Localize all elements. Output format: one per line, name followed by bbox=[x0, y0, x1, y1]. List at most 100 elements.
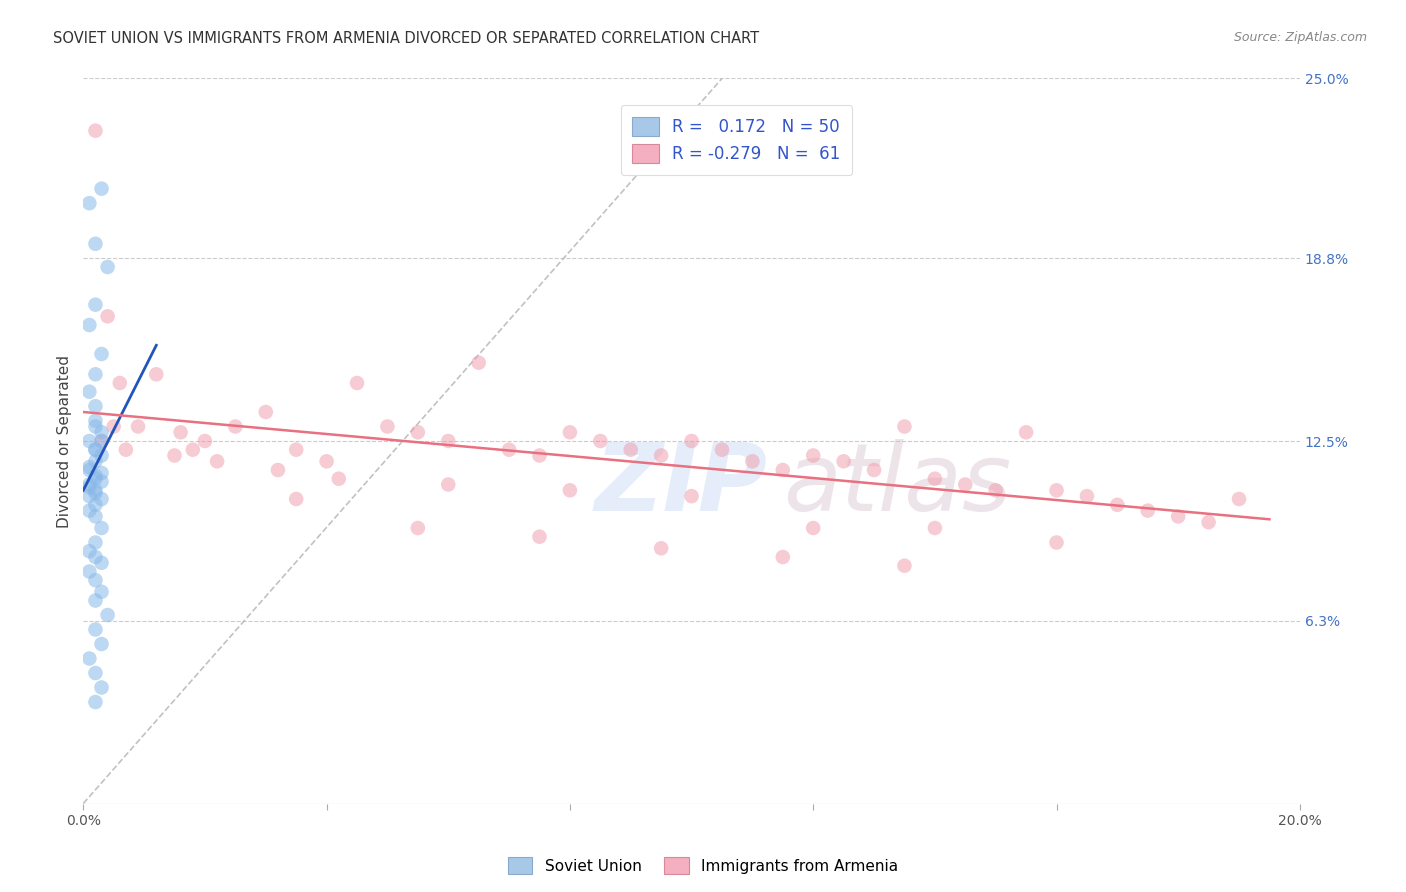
Point bbox=[741, 454, 763, 468]
Point bbox=[315, 454, 337, 468]
Point bbox=[79, 480, 101, 494]
Point bbox=[90, 681, 112, 695]
Point bbox=[90, 521, 112, 535]
Point bbox=[90, 434, 112, 448]
Point bbox=[90, 637, 112, 651]
Point bbox=[84, 623, 107, 637]
Point bbox=[893, 419, 915, 434]
Point bbox=[558, 483, 581, 498]
Point bbox=[84, 695, 107, 709]
Point bbox=[437, 477, 460, 491]
Point bbox=[115, 442, 138, 457]
Point bbox=[285, 491, 308, 506]
Y-axis label: Divorced or Separated: Divorced or Separated bbox=[58, 354, 72, 527]
Point bbox=[90, 182, 112, 196]
Point bbox=[406, 521, 429, 535]
Text: SOVIET UNION VS IMMIGRANTS FROM ARMENIA DIVORCED OR SEPARATED CORRELATION CHART: SOVIET UNION VS IMMIGRANTS FROM ARMENIA … bbox=[53, 31, 759, 46]
Point bbox=[984, 483, 1007, 498]
Point bbox=[224, 419, 246, 434]
Point bbox=[84, 414, 107, 428]
Point bbox=[84, 483, 107, 498]
Point bbox=[681, 489, 703, 503]
Point bbox=[377, 419, 399, 434]
Point bbox=[1136, 503, 1159, 517]
Point bbox=[97, 607, 120, 622]
Point bbox=[924, 521, 946, 535]
Point bbox=[437, 434, 460, 448]
Point bbox=[267, 463, 290, 477]
Point bbox=[1045, 535, 1067, 549]
Point bbox=[710, 442, 733, 457]
Point bbox=[84, 419, 107, 434]
Point bbox=[84, 593, 107, 607]
Point bbox=[194, 434, 217, 448]
Point bbox=[681, 434, 703, 448]
Point bbox=[84, 236, 107, 251]
Point bbox=[79, 434, 101, 448]
Point bbox=[285, 442, 308, 457]
Point bbox=[163, 449, 186, 463]
Text: atlas: atlas bbox=[783, 439, 1011, 530]
Point bbox=[127, 419, 149, 434]
Point bbox=[801, 449, 824, 463]
Point bbox=[84, 666, 107, 681]
Point bbox=[108, 376, 131, 390]
Point bbox=[558, 425, 581, 440]
Point bbox=[79, 544, 101, 558]
Point bbox=[79, 477, 101, 491]
Point bbox=[84, 454, 107, 468]
Point bbox=[79, 503, 101, 517]
Point bbox=[90, 466, 112, 480]
Point bbox=[254, 405, 277, 419]
Point bbox=[529, 449, 551, 463]
Point bbox=[650, 541, 672, 556]
Point bbox=[84, 535, 107, 549]
Point bbox=[650, 449, 672, 463]
Point bbox=[84, 509, 107, 524]
Legend: Soviet Union, Immigrants from Armenia: Soviet Union, Immigrants from Armenia bbox=[502, 851, 904, 880]
Point bbox=[90, 347, 112, 361]
Point bbox=[893, 558, 915, 573]
Point bbox=[169, 425, 191, 440]
Point bbox=[924, 472, 946, 486]
Point bbox=[97, 310, 120, 324]
Point bbox=[84, 498, 107, 512]
Point bbox=[1167, 509, 1189, 524]
Text: ZIP: ZIP bbox=[595, 439, 768, 531]
Point bbox=[103, 419, 125, 434]
Point bbox=[1045, 483, 1067, 498]
Point bbox=[1227, 491, 1250, 506]
Point bbox=[90, 449, 112, 463]
Point bbox=[84, 442, 107, 457]
Point bbox=[90, 475, 112, 489]
Point bbox=[772, 463, 794, 477]
Point bbox=[79, 196, 101, 211]
Point bbox=[145, 368, 167, 382]
Point bbox=[406, 425, 429, 440]
Point bbox=[181, 442, 204, 457]
Point bbox=[620, 442, 643, 457]
Point bbox=[84, 573, 107, 587]
Point bbox=[90, 434, 112, 448]
Point bbox=[955, 477, 977, 491]
Point bbox=[90, 491, 112, 506]
Point bbox=[79, 384, 101, 399]
Point bbox=[832, 454, 855, 468]
Text: Source: ZipAtlas.com: Source: ZipAtlas.com bbox=[1233, 31, 1367, 45]
Point bbox=[79, 565, 101, 579]
Point bbox=[346, 376, 368, 390]
Point bbox=[328, 472, 350, 486]
Point bbox=[205, 454, 228, 468]
Point bbox=[84, 399, 107, 413]
Point bbox=[97, 260, 120, 274]
Point bbox=[1076, 489, 1098, 503]
Point bbox=[467, 356, 489, 370]
Point bbox=[84, 468, 107, 483]
Point bbox=[79, 318, 101, 332]
Point bbox=[79, 463, 101, 477]
Point bbox=[84, 368, 107, 382]
Point bbox=[1015, 425, 1038, 440]
Point bbox=[772, 549, 794, 564]
Point bbox=[90, 425, 112, 440]
Point bbox=[1107, 498, 1129, 512]
